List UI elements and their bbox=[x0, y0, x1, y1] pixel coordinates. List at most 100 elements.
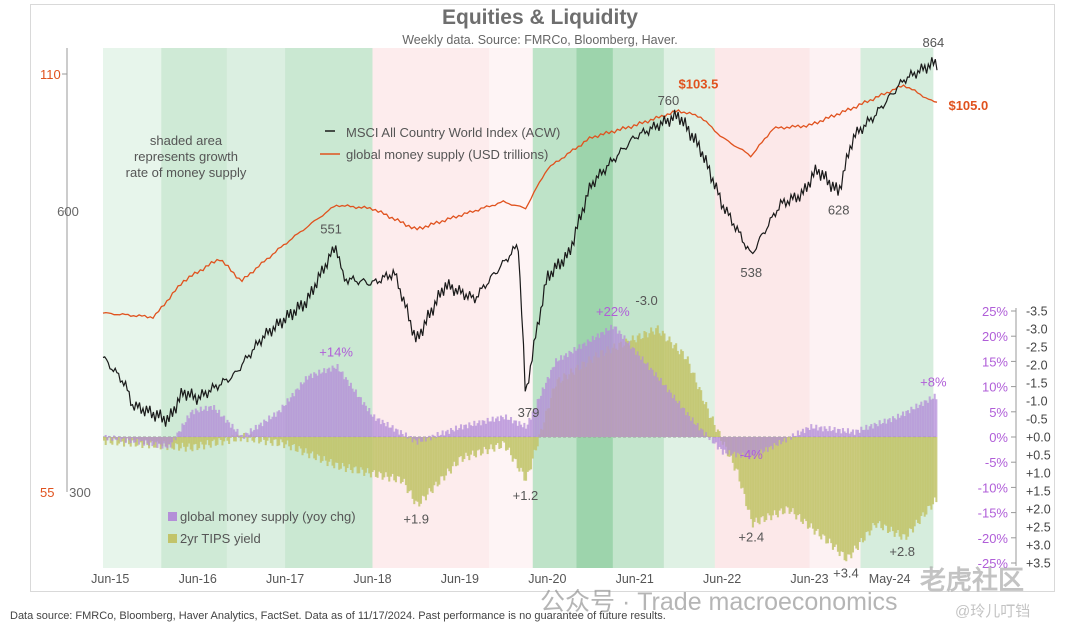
right-axis-tick-purple: -5% bbox=[985, 455, 1009, 470]
tips-bar bbox=[818, 437, 821, 537]
money-yoy-bar bbox=[840, 433, 843, 437]
money-yoy-bar bbox=[344, 377, 347, 437]
money-yoy-bar bbox=[920, 401, 923, 437]
tips-bar bbox=[219, 437, 222, 440]
tips-bar bbox=[718, 431, 721, 437]
tips-bar bbox=[259, 437, 262, 442]
x-tick-label: Jun-15 bbox=[91, 572, 129, 586]
tips-bar bbox=[348, 437, 351, 465]
tips-bar bbox=[671, 348, 674, 437]
money-yoy-data-label: +22% bbox=[596, 304, 630, 319]
money-yoy-bar bbox=[545, 382, 548, 437]
money-yoy-bar bbox=[108, 435, 111, 437]
money-yoy-bar bbox=[865, 424, 868, 437]
money-yoy-bar bbox=[843, 431, 846, 437]
tips-bar bbox=[354, 437, 357, 467]
tips-bar bbox=[786, 437, 789, 508]
money-yoy-bar bbox=[848, 433, 851, 437]
tips-bar bbox=[421, 437, 424, 496]
money-yoy-bar bbox=[219, 416, 222, 437]
money-yoy-bar bbox=[161, 437, 164, 449]
tips-bar bbox=[324, 437, 327, 461]
watermark-brand: 老虎社区 bbox=[920, 565, 1025, 595]
tips-bar bbox=[449, 437, 453, 474]
money-yoy-bar bbox=[673, 394, 676, 437]
tips-bar bbox=[865, 437, 868, 533]
money-yoy-bar bbox=[913, 409, 916, 437]
right-axis-tick-black: +1.0 bbox=[1026, 467, 1051, 481]
money-yoy-bar bbox=[678, 400, 681, 437]
x-tick-label: Jun-23 bbox=[790, 572, 828, 586]
money-yoy-bar bbox=[179, 431, 182, 437]
money-yoy-bar bbox=[558, 360, 561, 437]
money-yoy-bar bbox=[123, 437, 126, 438]
tips-bar bbox=[271, 437, 274, 446]
tips-bar bbox=[509, 437, 513, 456]
money-yoy-bar bbox=[748, 437, 751, 460]
tips-bar bbox=[226, 437, 229, 441]
x-tick-label: Jun-19 bbox=[441, 572, 479, 586]
money-yoy-bar bbox=[283, 405, 286, 437]
tips-bar bbox=[283, 437, 286, 449]
right-axis-tick-black: -2.5 bbox=[1026, 341, 1048, 355]
tips-bar bbox=[701, 400, 704, 437]
money-yoy-bar bbox=[776, 437, 779, 446]
tips-bar bbox=[193, 437, 196, 445]
money-yoy-bar bbox=[746, 437, 749, 454]
money-yoy-bar bbox=[736, 437, 739, 453]
money-yoy-bar bbox=[113, 435, 116, 437]
money-yoy-bar bbox=[394, 428, 397, 437]
acwi-data-label: 864 bbox=[923, 35, 945, 50]
money-yoy-bar bbox=[418, 437, 421, 439]
money-yoy-bar bbox=[666, 392, 669, 437]
money-yoy-bar bbox=[641, 356, 644, 437]
money-yoy-bar bbox=[911, 409, 915, 437]
right-axis-tick-purple: 15% bbox=[982, 354, 1008, 369]
money-yoy-bar bbox=[204, 405, 207, 437]
x-tick-label: Jun-16 bbox=[179, 572, 217, 586]
tips-bar bbox=[738, 437, 741, 482]
tips-bar bbox=[186, 437, 189, 447]
money-yoy-bar bbox=[645, 363, 648, 437]
tips-bar bbox=[201, 437, 204, 445]
shading-band bbox=[612, 48, 664, 568]
money-yoy-bar bbox=[921, 405, 925, 437]
tips-bar bbox=[244, 437, 247, 438]
tips-bar bbox=[910, 437, 913, 530]
tips-bar bbox=[209, 437, 212, 448]
tips-bar bbox=[533, 437, 536, 450]
money-yoy-bar bbox=[359, 397, 362, 437]
money-yoy-bar bbox=[251, 431, 254, 437]
money-yoy-bar bbox=[690, 420, 693, 437]
tips-bar bbox=[384, 437, 387, 473]
tips-bar bbox=[141, 437, 144, 449]
money-yoy-bar bbox=[725, 437, 728, 454]
tips-bar bbox=[888, 437, 891, 532]
tips-bar bbox=[848, 437, 851, 555]
tips-bar bbox=[821, 437, 824, 535]
money-yoy-bar bbox=[454, 425, 458, 437]
money-yoy-bar bbox=[176, 432, 179, 437]
money-yoy-bar bbox=[449, 428, 453, 437]
money-yoy-bar bbox=[841, 428, 844, 437]
tips-bar bbox=[763, 437, 766, 522]
x-tick-label: Jun-20 bbox=[528, 572, 566, 586]
tips-bar bbox=[733, 437, 736, 471]
money-yoy-bar bbox=[411, 437, 414, 443]
tips-bar bbox=[748, 437, 751, 510]
tips-bar bbox=[858, 437, 861, 543]
tips-bar bbox=[276, 437, 279, 447]
money-yoy-bar bbox=[153, 437, 156, 445]
tips-bar bbox=[439, 437, 443, 477]
money-yoy-bar bbox=[384, 426, 387, 437]
tips-bar bbox=[229, 437, 232, 438]
money-yoy-bar bbox=[855, 429, 858, 437]
tips-bar bbox=[860, 437, 863, 538]
money-yoy-bar bbox=[388, 427, 391, 437]
tips-bar bbox=[900, 437, 903, 540]
money-yoy-data-label: +8% bbox=[920, 375, 947, 390]
money-yoy-bar bbox=[791, 433, 794, 437]
money-yoy-bar bbox=[741, 437, 744, 453]
money-yoy-bar bbox=[329, 371, 332, 437]
tips-bar bbox=[409, 437, 412, 491]
